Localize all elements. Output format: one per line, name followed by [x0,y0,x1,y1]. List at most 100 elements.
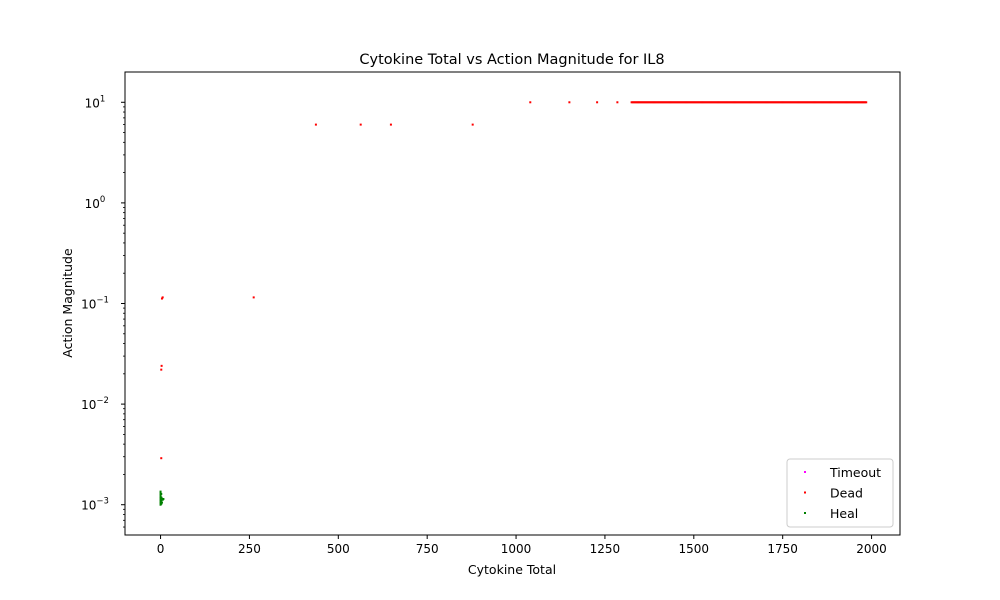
x-tick-label: 1750 [767,542,798,556]
data-point [822,101,825,104]
data-point [812,101,815,104]
data-point [666,101,669,104]
data-point [852,101,855,104]
data-point [817,101,820,104]
data-point [721,101,724,104]
data-point [804,101,807,104]
data-point [835,101,838,104]
data-point [699,101,702,104]
data-point [746,101,749,104]
data-point [745,101,748,104]
data-point [825,101,828,104]
legend-marker-dead [804,491,806,494]
chart-title: Cytokine Total vs Action Magnitude for I… [359,52,664,68]
data-point [729,101,732,104]
data-point [799,101,802,104]
data-point [161,296,164,299]
data-point [838,101,841,104]
data-point [682,101,685,104]
data-point [792,101,795,104]
data-point [632,101,635,104]
data-point [777,101,780,104]
data-point [818,101,821,104]
data-point [761,101,764,104]
data-point [850,101,853,104]
data-point [631,101,634,104]
data-point [673,101,676,104]
data-point [663,101,666,104]
x-tick-label: 1500 [679,542,710,556]
data-point [862,101,865,104]
x-tick-label: 2000 [856,542,887,556]
data-point [784,101,787,104]
data-point [710,101,713,104]
data-point [712,101,715,104]
data-point [160,499,163,502]
data-point [711,101,714,104]
data-point [705,101,708,104]
data-point [772,101,775,104]
data-point [647,101,650,104]
data-point [655,101,658,104]
data-point [747,101,750,104]
data-point [734,101,737,104]
data-point [683,101,686,104]
data-point [695,101,698,104]
data-point [630,101,633,104]
data-point [651,101,654,104]
data-point [665,101,668,104]
data-point [664,101,667,104]
data-point [702,101,705,104]
data-point [756,101,759,104]
data-point [634,101,637,104]
data-point [758,101,761,104]
data-point [687,101,690,104]
data-point [709,101,712,104]
data-point [839,101,842,104]
data-point [800,101,803,104]
data-point [811,101,814,104]
data-point [725,101,728,104]
data-point [750,101,753,104]
data-point [688,101,691,104]
data-point [667,101,670,104]
data-point [160,492,163,495]
data-point [789,101,792,104]
legend-frame [786,458,894,528]
data-point [529,101,532,104]
data-point [755,101,758,104]
data-point [766,101,769,104]
x-axis: 0 250 500 750 1000 1250 1500 1750 2000 [157,535,887,556]
data-point [827,101,830,104]
data-point [389,123,392,126]
data-point [636,101,639,104]
data-point [824,101,827,104]
data-point [743,101,746,104]
data-point [737,101,740,104]
data-point [739,101,742,104]
data-point [841,101,844,104]
data-point [741,101,744,104]
data-point [679,101,682,104]
data-point [740,101,743,104]
data-point [791,101,794,104]
data-point [675,101,678,104]
data-point [654,101,657,104]
data-point [860,101,863,104]
data-point [780,101,783,104]
data-point [832,101,835,104]
data-point [803,101,806,104]
x-tick-label: 500 [327,542,350,556]
data-point [820,101,823,104]
data-point [658,101,661,104]
x-axis-title: Cytokine Total [468,562,556,577]
data-point [635,101,638,104]
points-layer [159,101,868,506]
data-point [782,101,785,104]
data-point [641,101,644,104]
data-point [697,101,700,104]
data-point [837,101,840,104]
data-point [648,101,651,104]
data-point [768,101,771,104]
data-point [748,101,751,104]
